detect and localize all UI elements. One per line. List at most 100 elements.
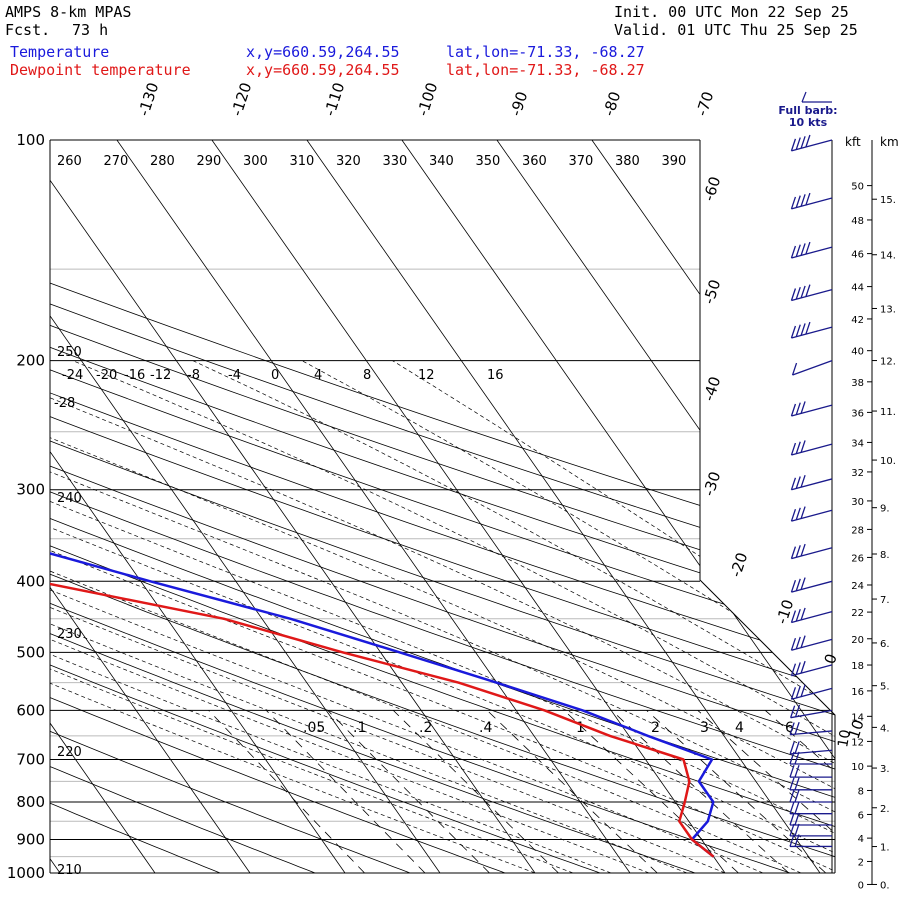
kft-label-0: 0 [858,880,864,891]
wind-barb-flag [800,607,806,621]
dry-adiabat-260 [50,140,741,873]
kft-axis-label: kft [845,135,861,149]
wind-barb-16 [790,704,833,719]
kft-label-30: 30 [851,497,864,508]
mixing-ratio-label-3: .4 [479,720,492,736]
kft-label-4: 4 [858,834,864,845]
mixing-ratio-4 [646,710,827,873]
theta-label-360: 360 [522,154,547,169]
wind-barb-15 [790,684,833,700]
wind-barb-17 [789,721,833,736]
temperature-xy: x,y=660.59,264.55 [246,43,400,61]
km-label-8: 8. [880,550,890,561]
mixing-ratio-label-8: 6 [785,720,794,736]
wind-barb-flag [789,777,795,791]
plot-frame-right [699,140,836,873]
wind-barb-staff [790,730,833,736]
wind-barb-flag [789,823,795,837]
km-label-15: 15. [880,195,896,206]
valid-time: Valid. 01 UTC Thu 25 Sep 25 [614,21,858,39]
pressure-label-700: 700 [16,750,45,768]
isotherm-label--60: -60 [700,174,725,203]
wind-barb-staff [791,326,833,339]
wind-barb-flag [790,579,797,593]
wind-barb-flag [795,324,801,337]
wind-barb-staff [791,611,833,624]
moist-adiabat-22 [50,360,835,873]
theta-label-270: 270 [104,154,129,169]
km-label-9: 9. [880,504,890,515]
km-label-14: 14. [880,251,896,262]
isotherm-label--110: -110 [321,80,349,118]
isotherm-label--40: -40 [700,374,725,403]
kft-label-40: 40 [851,347,864,358]
wind-barb-25 [789,823,832,837]
wind-barb-10 [790,543,833,560]
kft-label-42: 42 [851,315,864,326]
wind-barb-22 [789,789,832,803]
wind-barb-staff [791,547,833,560]
moist-adiabat-2 [50,360,835,873]
pressure-label-1000: 1000 [7,864,45,882]
dry-adiabat-270 [50,140,835,873]
wind-barb-flag [790,546,797,559]
kft-label-32: 32 [851,468,864,479]
wind-barb-flag [790,442,797,456]
kft-label-28: 28 [851,525,864,536]
wind-barb-flag [795,402,801,415]
theta-label-370: 370 [569,154,594,169]
wind-barb-flag [795,636,801,650]
wind-barb-staff [791,509,833,522]
mixing-ratio-3 [611,710,790,873]
wind-barb-3 [790,284,833,302]
wind-barb-flag [789,789,795,803]
kft-label-26: 26 [851,553,864,564]
wind-barb-flag [800,285,806,299]
theta-label-390: 390 [662,154,687,169]
theta-label-290: 290 [197,154,222,169]
wind-barb-staff [791,197,833,210]
pressure-label-800: 800 [16,793,45,811]
wind-barb-flag [794,823,800,837]
wind-barb-1 [790,192,833,210]
wind-barb-flag [800,440,806,453]
theta-label-310: 310 [290,154,315,169]
dewpoint-xy: x,y=660.59,264.55 [246,61,400,79]
mixing-ratio-label-4: 1 [576,720,585,736]
wind-barb-flag [789,751,795,765]
isotherm-label--50: -50 [700,277,725,306]
wind-barb-flag [800,136,806,149]
wind-barb-23 [789,801,832,815]
wind-barb-14 [790,660,833,677]
km-label-3: 3. [880,764,890,775]
theta-e-side-label: -28 [54,396,75,411]
kft-label-12: 12 [851,737,864,748]
dry-adiabat-380 [50,140,835,873]
wind-barb-flag [800,660,806,674]
theta-label-340: 340 [429,154,454,169]
pressure-label-100: 100 [16,131,45,149]
dry-adiabat-350 [50,140,835,873]
wind-barb-flag [805,192,811,206]
wind-barb-4 [790,321,833,339]
wind-barb-flag [794,764,800,778]
theta-e-label--16: -16 [124,368,145,383]
mixing-ratio-10 [765,710,835,873]
moist-adiabat-38 [392,360,835,873]
wind-barb-flag [795,609,801,622]
moist-adiabat--22 [50,360,612,873]
dry-adiabat-340 [50,140,835,873]
theta-e-label--24: -24 [62,368,83,383]
wind-barb-flag [795,195,801,208]
kft-label-24: 24 [851,581,864,592]
theta-label-350: 350 [476,154,501,169]
wind-barb-flag [790,403,797,417]
wind-barb-flag [794,777,800,791]
kft-label-6: 6 [858,810,864,821]
km-label-10: 10. [880,456,896,467]
wind-barb-flag [794,801,800,814]
wind-barb-flag [805,321,811,335]
wind-barb-flag [794,704,801,718]
wind-barb-flag [789,722,795,735]
